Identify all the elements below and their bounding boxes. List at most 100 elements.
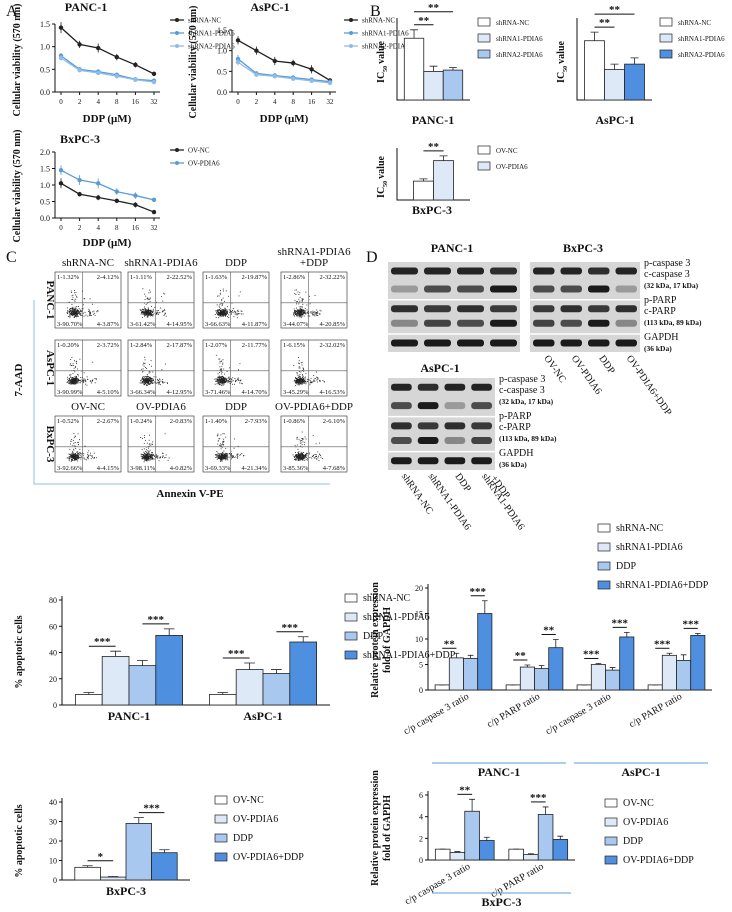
- event-dot: [147, 383, 149, 385]
- event-dot: [70, 460, 72, 462]
- event-dot: [150, 457, 151, 459]
- event-dot: [66, 313, 68, 315]
- event-dot: [91, 455, 93, 457]
- event-dot: [149, 443, 151, 445]
- event-dot: [151, 459, 153, 460]
- event-dot: [319, 313, 321, 315]
- event-dot: [72, 363, 74, 365]
- event-dot: [297, 382, 299, 384]
- event-dot: [66, 457, 68, 459]
- event-dot: [146, 460, 148, 461]
- bar: [584, 40, 605, 101]
- event-dot: [143, 454, 145, 456]
- event-dot: [142, 313, 144, 315]
- legend-marker: [349, 18, 353, 22]
- event-dot: [149, 310, 151, 312]
- quadrant-label: 3-69.33%: [205, 465, 231, 472]
- event-dot: [83, 315, 85, 317]
- event-dot: [147, 315, 149, 317]
- event-dot: [78, 306, 79, 308]
- event-dot: [296, 303, 298, 305]
- x-tick-label: 0: [59, 224, 63, 232]
- blot-band: [444, 402, 466, 410]
- event-dot: [74, 442, 76, 444]
- event-dot: [147, 379, 149, 381]
- event-dot: [96, 310, 98, 312]
- event-dot: [305, 453, 307, 455]
- legend-label: shRNA2-PDIA6: [678, 51, 725, 59]
- event-dot: [315, 312, 317, 314]
- blot-band: [615, 339, 637, 347]
- event-dot: [73, 378, 75, 380]
- event-dot: [89, 311, 91, 313]
- event-dot: [68, 314, 70, 316]
- event-dot: [142, 312, 144, 313]
- event-dot: [139, 382, 141, 384]
- event-dot: [83, 381, 84, 383]
- event-dot: [74, 453, 76, 454]
- blot-label: (32 kDa, 17 kDa): [644, 281, 699, 290]
- event-dot: [167, 383, 168, 384]
- blot-band: [471, 422, 492, 430]
- event-dot: [294, 315, 296, 317]
- event-dot: [221, 455, 223, 457]
- event-dot: [316, 312, 318, 313]
- event-dot: [149, 383, 151, 384]
- event-dot: [156, 456, 158, 458]
- event-dot: [222, 384, 224, 386]
- event-dot: [142, 456, 144, 458]
- event-dot: [310, 377, 312, 379]
- event-dot: [159, 379, 161, 380]
- event-dot: [82, 304, 84, 306]
- event-dot: [227, 455, 228, 457]
- error-bar: [623, 631, 630, 637]
- event-dot: [220, 360, 222, 362]
- event-dot: [223, 377, 225, 379]
- blot-band: [457, 267, 484, 275]
- event-dot: [214, 378, 216, 380]
- event-dot: [236, 454, 238, 456]
- legend-label: shRNA1-PDIA6+DDP: [616, 580, 709, 591]
- event-dot: [147, 311, 149, 313]
- event-dot: [162, 457, 163, 458]
- event-dot: [75, 456, 77, 458]
- quadrant-label: 3-98.11%: [130, 465, 156, 472]
- event-dot: [144, 363, 146, 365]
- event-dot: [140, 455, 142, 457]
- column-header: OV-NC: [71, 401, 105, 413]
- significance-label: ***: [530, 792, 547, 804]
- event-dot: [76, 313, 77, 315]
- event-dot: [167, 459, 169, 461]
- event-dot: [301, 309, 303, 311]
- event-dot: [146, 451, 148, 453]
- y-tick-label: 0: [419, 686, 423, 695]
- event-dot: [237, 309, 239, 311]
- event-dot: [236, 313, 238, 315]
- event-dot: [75, 367, 76, 369]
- event-dot: [221, 381, 223, 383]
- event-dot: [216, 379, 218, 381]
- event-dot: [142, 364, 144, 366]
- event-dot: [161, 296, 163, 298]
- event-dot: [221, 299, 223, 300]
- event-dot: [148, 439, 150, 441]
- quadrant-label: 1-6.15%: [283, 342, 306, 349]
- event-dot: [78, 441, 80, 443]
- quadrant-label: 2-22.52%: [167, 274, 193, 281]
- event-dot: [165, 312, 167, 314]
- event-dot: [307, 378, 309, 380]
- quadrant-label: 4-14.70%: [242, 389, 268, 396]
- event-dot: [150, 378, 152, 380]
- event-dot: [222, 362, 224, 364]
- event-dot: [149, 454, 151, 456]
- blot-band: [471, 457, 492, 465]
- event-dot: [298, 381, 300, 383]
- significance-label: *: [98, 851, 104, 863]
- point: [235, 38, 241, 43]
- event-dot: [76, 312, 78, 314]
- event-dot: [84, 298, 86, 300]
- y-tick-label: 0: [419, 856, 423, 865]
- event-dot: [87, 458, 89, 460]
- event-dot: [222, 382, 223, 384]
- blot-label: (113 kDa, 89 kDa): [644, 318, 702, 327]
